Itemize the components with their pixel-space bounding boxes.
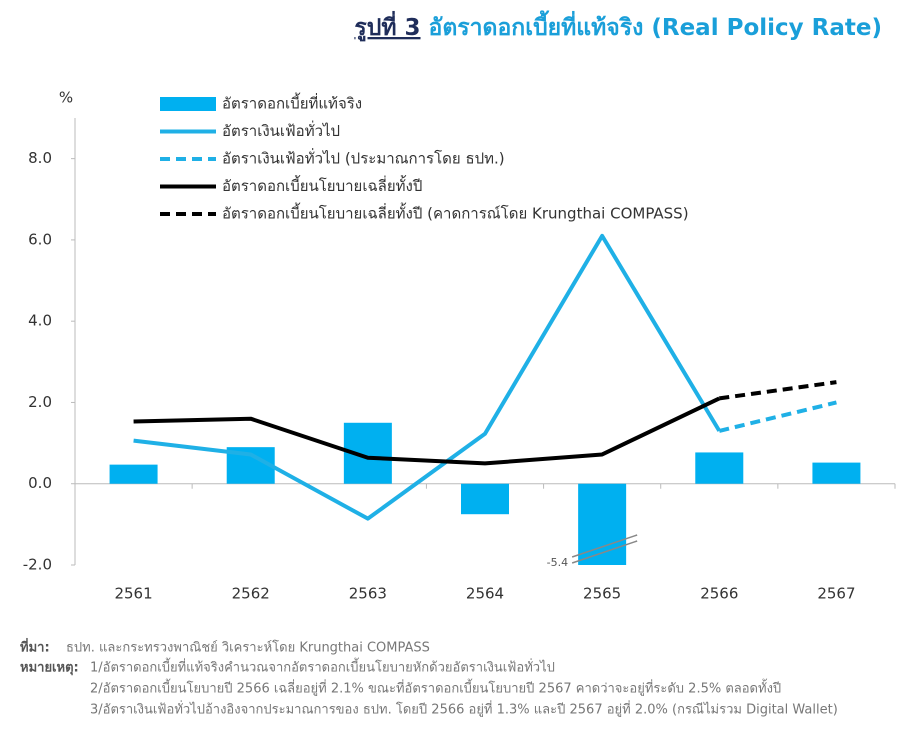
legend-label: อัตราดอกเบี้ยนโยบายเฉลี่ยทั้งปี: [222, 175, 422, 195]
y-tick-label: 8.0: [28, 149, 52, 167]
y-tick-label: -2.0: [23, 556, 52, 574]
data-label: -5.4: [547, 556, 568, 569]
x-tick-label: 2562: [232, 585, 270, 603]
legend-label: อัตราเงินเฟ้อทั่วไป: [222, 120, 340, 140]
x-tick-label: 2567: [817, 585, 855, 603]
x-tick-label: 2564: [466, 585, 504, 603]
y-tick-label: 4.0: [28, 312, 52, 330]
source: ธปท. และกระทรวงพาณิชย์ วิเคราะห์โดย Krun…: [66, 640, 430, 656]
x-tick-label: 2565: [583, 585, 621, 603]
line: [719, 380, 837, 401]
bar: [812, 462, 861, 484]
legend-label: อัตราดอกเบี้ยนโยบายเฉลี่ยทั้งปี (คาดการณ…: [222, 203, 689, 223]
bar: [695, 452, 744, 484]
x-tick-label: 2566: [700, 585, 738, 603]
y-tick-label: 6.0: [28, 230, 52, 248]
chart-title: อัตราดอกเบี้ยที่แท้จริง (Real Policy Rat…: [429, 10, 882, 41]
y-tick-label: 2.0: [28, 393, 52, 411]
line: [133, 233, 722, 521]
note: 3/อัตราเงินเฟ้อทั่วไปอ้างอิงจากประมาณการ…: [90, 701, 838, 718]
note: 1/อัตราดอกเบี้ยที่แท้จริงคำนวณจากอัตราดอ…: [90, 658, 555, 676]
axis-break: [571, 534, 638, 558]
axis-break: [571, 540, 638, 564]
line: [718, 400, 837, 433]
bar: [578, 483, 627, 565]
figure-label: รูปที่ 3: [354, 10, 420, 42]
chart-title-group: รูปที่ 3 อัตราดอกเบี้ยที่แท้จริง (Real Po…: [354, 10, 882, 42]
bar: [461, 483, 509, 515]
y-axis-label: %: [59, 89, 73, 107]
notes-label: หมายเหตุ:: [20, 661, 79, 676]
note: 2/อัตราดอกเบี้ยนโยบายปี 2566 เฉลี่ยอยู่ท…: [90, 679, 781, 697]
x-tick-label: 2561: [114, 585, 152, 603]
line: [133, 396, 721, 466]
legend-swatch: [160, 97, 216, 111]
bar: [109, 464, 158, 484]
y-tick-label: 0.0: [28, 474, 52, 492]
x-tick-label: 2563: [349, 585, 387, 603]
legend-label: อัตราดอกเบี้ยที่แท้จริง: [222, 93, 362, 113]
source-label: ที่มา:: [20, 638, 50, 656]
legend-label: อัตราเงินเฟ้อทั่วไป (ประมาณการโดย ธปท.): [222, 148, 505, 168]
